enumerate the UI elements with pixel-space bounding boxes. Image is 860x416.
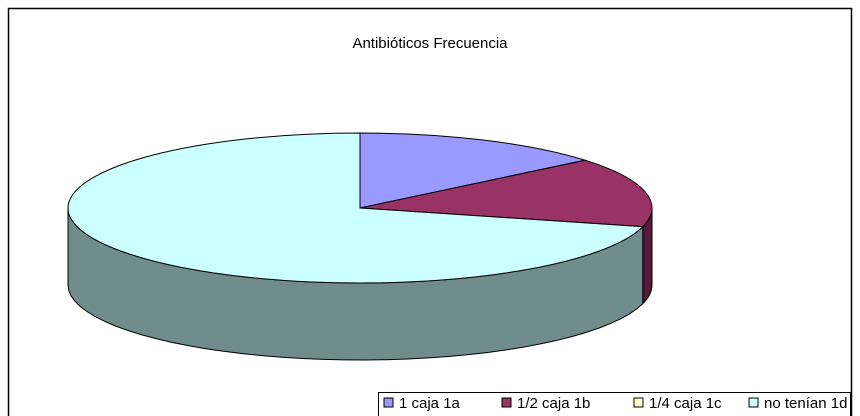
pie-slice [67,132,644,284]
legend-label: 1/2 caja 1b [517,395,590,412]
legend-label: 1 caja 1a [399,395,461,412]
legend-swatch [748,397,759,408]
chart-title: Antibióticos Frecuencia [352,35,508,52]
legend-box [378,392,851,416]
legend: 1 caja 1a 1/2 caja 1b 1/4 caja 1c no tenían… [378,392,851,416]
legend-swatch [501,397,512,408]
pie-slice [359,159,653,228]
legend-label: no tenían 1d [764,395,847,412]
pie-slice [359,132,587,209]
legend-swatch [383,397,394,408]
legend-swatch [633,397,644,408]
legend-label: 1/4 caja 1c [649,395,722,412]
